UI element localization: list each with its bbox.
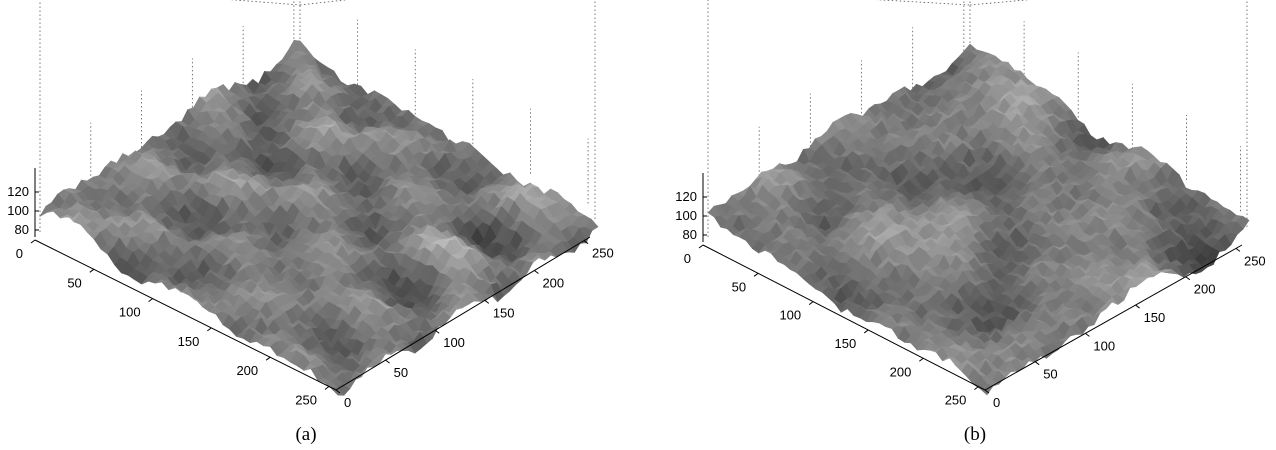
x-tick-label: 50 (1043, 367, 1057, 382)
y-tick-label: 150 (835, 336, 857, 351)
y-tick-label: 250 (945, 393, 967, 408)
z-tick-label: 80 (15, 222, 29, 237)
box-edge (299, 0, 349, 6)
x-tick-mark (434, 329, 440, 334)
x-tick-label: 0 (993, 395, 1000, 410)
y-tick-mark (30, 239, 36, 244)
y-tick-label: 150 (178, 334, 200, 349)
x-axis-line (335, 236, 591, 391)
y-tick-mark (753, 272, 759, 277)
x-tick-mark (1085, 332, 1090, 337)
z-tick-label: 120 (7, 184, 29, 199)
x-tick-label: 250 (592, 246, 614, 261)
y-tick-label: 0 (684, 251, 691, 266)
y-tick-label: 100 (119, 305, 141, 320)
x-tick-mark (1185, 276, 1191, 281)
y-tick-label: 200 (236, 363, 258, 378)
x-tick-mark (1135, 304, 1140, 309)
panel-label: (b) (964, 424, 986, 445)
y-tick-label: 100 (779, 308, 801, 323)
z-tick-label: 100 (675, 208, 697, 223)
y-tick-mark (698, 244, 704, 249)
y-tick-mark (974, 386, 979, 391)
y-tick-label: 200 (890, 364, 912, 379)
x-tick-mark (534, 270, 539, 274)
y-tick-mark (265, 356, 271, 361)
z-tick-label: 120 (675, 189, 697, 204)
x-tick-mark (583, 240, 589, 244)
box-edge (875, 0, 971, 6)
y-tick-mark (207, 327, 212, 332)
y-tick-mark (808, 301, 814, 306)
x-tick-label: 0 (344, 395, 351, 410)
x-tick-label: 100 (443, 335, 465, 350)
y-tick-mark (89, 268, 95, 273)
surface-mesh (707, 43, 1250, 396)
y-tick-label: 50 (67, 275, 81, 290)
panel-label: (a) (295, 424, 316, 445)
x-tick-mark (335, 389, 341, 394)
surface-plot-a: 80 100 120 0 50 100 150 200 250 0 50 100 150 200 250 (a… (7, 0, 614, 445)
y-axis-line (702, 244, 986, 391)
y-tick-mark (148, 298, 153, 302)
y-tick-mark (324, 386, 330, 390)
y-tick-label: 50 (732, 279, 746, 294)
surface-plot-b: 80 100 120 0 50 100 150 200 250 0 50 100 150 200 250 (b… (675, 0, 1266, 445)
x-tick-label: 200 (542, 275, 564, 290)
box-edge (969, 0, 1030, 6)
y-axis-line (34, 239, 337, 391)
x-tick-label: 150 (493, 305, 515, 320)
x-tick-label: 250 (1244, 253, 1266, 268)
surface-mesh (39, 39, 599, 396)
y-tick-mark (863, 329, 869, 334)
x-tick-label: 200 (1194, 282, 1216, 297)
box-edge (229, 0, 301, 6)
y-tick-mark (919, 357, 924, 362)
z-tick-label: 80 (683, 227, 697, 242)
z-tick-label: 100 (7, 203, 29, 218)
x-tick-mark (1235, 247, 1241, 252)
x-tick-label: 100 (1093, 338, 1115, 353)
x-tick-mark (984, 389, 990, 394)
y-tick-label: 0 (16, 246, 23, 261)
x-tick-mark (484, 299, 490, 304)
x-tick-label: 50 (394, 365, 408, 380)
x-axis-line (984, 244, 1243, 391)
x-tick-mark (1034, 361, 1040, 366)
x-tick-mark (385, 359, 390, 364)
x-tick-label: 150 (1144, 310, 1166, 325)
y-tick-label: 250 (295, 392, 317, 407)
